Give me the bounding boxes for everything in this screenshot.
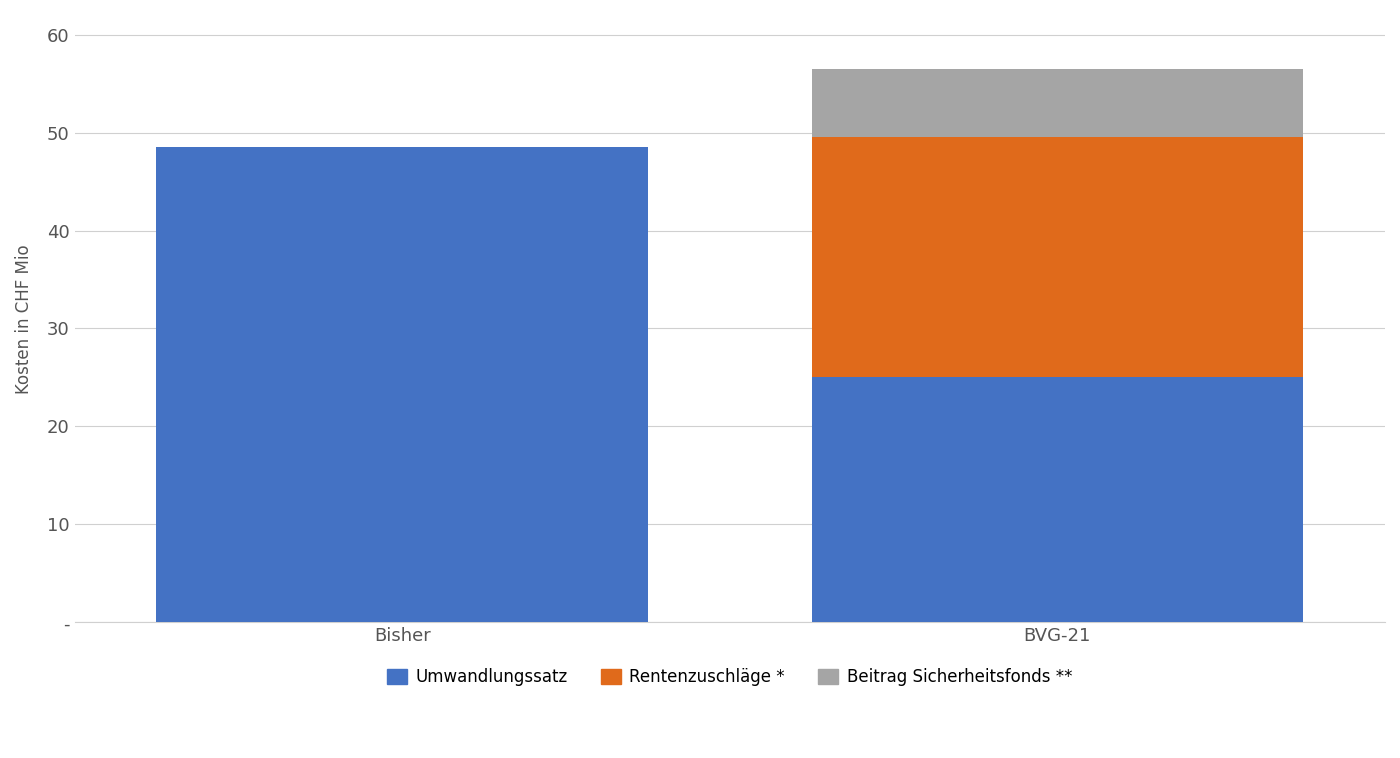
Bar: [812, 69, 1303, 137]
Bar: [157, 147, 648, 622]
Bar: [812, 137, 1303, 377]
Y-axis label: Kosten in CHF Mio: Kosten in CHF Mio: [15, 244, 34, 393]
Legend: Umwandlungssatz, Rentenzuschläge *, Beitrag Sicherheitsfonds **: Umwandlungssatz, Rentenzuschläge *, Beit…: [381, 662, 1079, 693]
Bar: [812, 377, 1303, 622]
